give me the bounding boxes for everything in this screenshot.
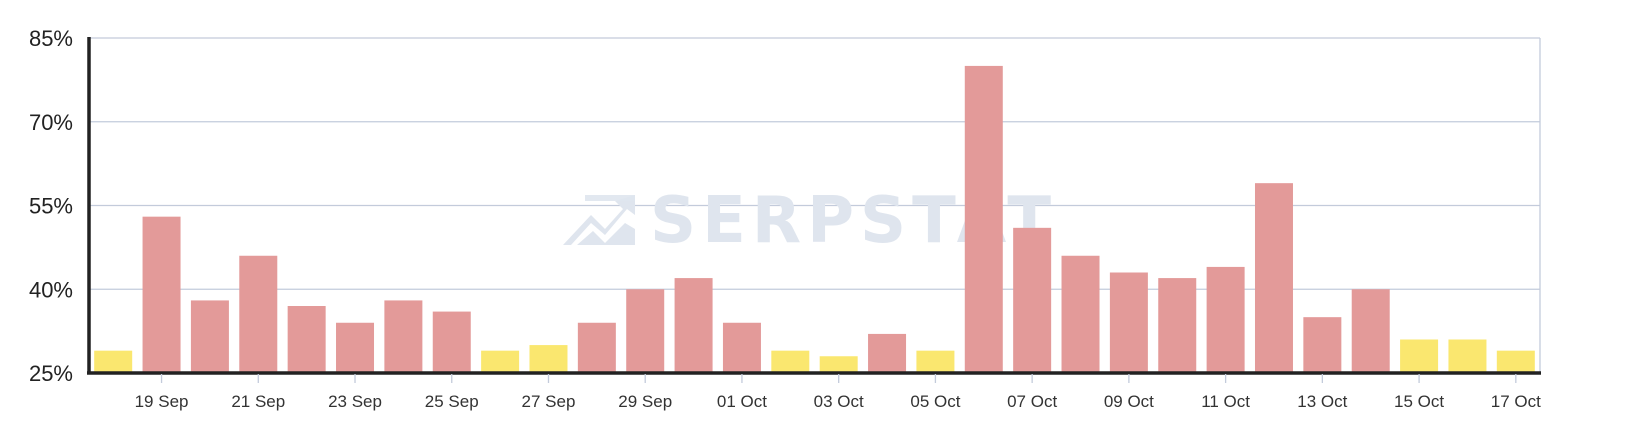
bar-9 — [481, 350, 520, 373]
bar-27 — [1351, 289, 1390, 373]
bar-30 — [1496, 350, 1535, 373]
x-tick-label: 05 Oct — [910, 392, 960, 411]
x-tick-label: 03 Oct — [814, 392, 864, 411]
y-tick-label: 25% — [29, 361, 73, 386]
x-tick-label: 01 Oct — [717, 392, 767, 411]
x-tick-label: 09 Oct — [1104, 392, 1154, 411]
bar-12 — [626, 289, 665, 373]
bar-11 — [577, 322, 616, 373]
bar-26 — [1303, 317, 1342, 373]
serpstat-logo-icon — [563, 195, 635, 245]
bar-2 — [142, 216, 181, 373]
x-tick-label: 07 Oct — [1007, 392, 1057, 411]
x-tick-label: 11 Oct — [1201, 392, 1250, 411]
y-axis-ticks: 25% 40% 55% 70% 85% — [29, 26, 73, 386]
bar-10 — [529, 345, 568, 373]
bar-28 — [1400, 339, 1439, 373]
bar-1 — [94, 350, 133, 373]
bar-23 — [1158, 278, 1197, 373]
x-tick-label: 27 Sep — [522, 392, 576, 411]
bar-13 — [674, 278, 713, 373]
bar-4 — [239, 255, 278, 373]
x-tick-label: 13 Oct — [1297, 392, 1347, 411]
axes — [87, 37, 1541, 375]
x-tick-label: 15 Oct — [1394, 392, 1444, 411]
bar-25 — [1254, 183, 1293, 373]
bar-24 — [1206, 266, 1245, 373]
bar-5 — [287, 306, 326, 373]
y-tick-label: 70% — [29, 110, 73, 135]
x-tick-label: 29 Sep — [618, 392, 672, 411]
bar-14 — [722, 322, 761, 373]
bar-3 — [190, 300, 229, 373]
x-tick-label: 17 Oct — [1491, 392, 1541, 411]
bar-16 — [819, 356, 858, 373]
bar-17 — [868, 333, 907, 373]
bar-21 — [1061, 255, 1100, 373]
x-tick-label: 21 Sep — [231, 392, 285, 411]
bars — [94, 65, 1535, 374]
bar-15 — [771, 350, 810, 373]
y-tick-label: 40% — [29, 277, 73, 302]
x-tick-label: 19 Sep — [135, 392, 189, 411]
bar-8 — [432, 311, 471, 373]
x-tick-label: 25 Sep — [425, 392, 479, 411]
x-tick-label: 23 Sep — [328, 392, 382, 411]
x-axis-ticks: 19 Sep 21 Sep 23 Sep 25 Sep 27 Sep 29 Sep 01 O… — [135, 374, 1541, 411]
bar-22 — [1109, 272, 1148, 373]
bar-6 — [336, 322, 375, 373]
bar-18 — [916, 350, 955, 373]
bar-19 — [964, 65, 1003, 374]
y-tick-label: 85% — [29, 26, 73, 51]
y-tick-label: 55% — [29, 194, 73, 219]
bar-29 — [1448, 339, 1487, 373]
bar-7 — [384, 300, 423, 373]
bar-20 — [1013, 227, 1052, 373]
